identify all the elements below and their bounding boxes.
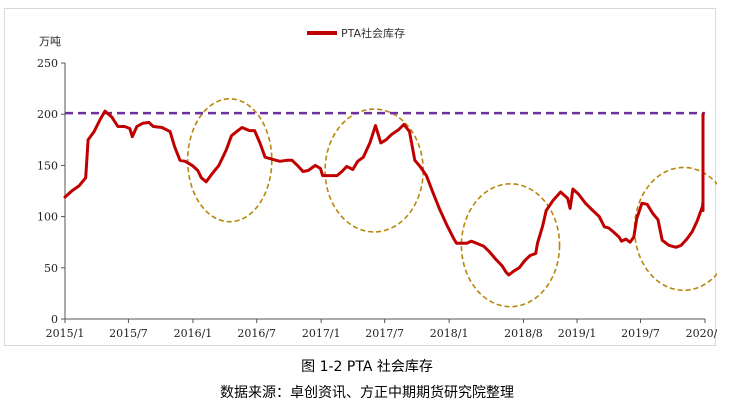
x-tick-label: 2019/1 — [558, 327, 597, 340]
axes: 0 50 100 150 200 250 2015/1 2015/7 2016/1 2016/7 2… — [37, 57, 717, 340]
series-line-pta-inventory — [63, 109, 705, 277]
x-tick-label: 2015/1 — [46, 327, 85, 340]
series-lines — [63, 109, 705, 277]
figure-caption: 图 1-2 PTA 社会库存 — [301, 359, 433, 375]
y-tick-label: 100 — [37, 211, 58, 224]
x-tick-label: 2015/7 — [109, 327, 148, 340]
x-tick-label: 2018/1 — [430, 327, 469, 340]
legend-label: PTA社会库存 — [341, 26, 405, 40]
x-tick-label: 2020/1 — [686, 327, 717, 340]
y-tick-label: 0 — [51, 313, 58, 326]
chart-frame: PTA社会库存 万吨 0 50 100 150 200 250 2015/1 2015/7 20… — [4, 8, 717, 346]
line-chart: PTA社会库存 万吨 0 50 100 150 200 250 2015/1 2015/7 20… — [37, 26, 717, 340]
y-unit-label: 万吨 — [39, 35, 61, 48]
highlight-ellipses — [186, 98, 717, 308]
x-tick-label: 2018/8 — [504, 327, 543, 340]
highlight-ellipse — [460, 183, 561, 308]
y-tick-label: 150 — [37, 159, 58, 172]
figure-source: 数据来源：卓创资讯、方正中期期货研究院整理 — [220, 385, 514, 401]
y-tick-label: 50 — [44, 262, 58, 275]
y-tick-label: 250 — [37, 57, 58, 70]
x-tick-label: 2017/1 — [302, 327, 341, 340]
x-tick-label: 2019/7 — [621, 327, 660, 340]
highlight-ellipse — [186, 98, 273, 223]
x-tick-label: 2016/1 — [174, 327, 213, 340]
highlight-ellipse — [633, 166, 717, 292]
x-tick-label: 2017/7 — [365, 327, 404, 340]
legend: PTA社会库存 — [307, 26, 405, 40]
x-tick-label: 2016/7 — [237, 327, 276, 340]
y-tick-label: 200 — [37, 108, 58, 121]
